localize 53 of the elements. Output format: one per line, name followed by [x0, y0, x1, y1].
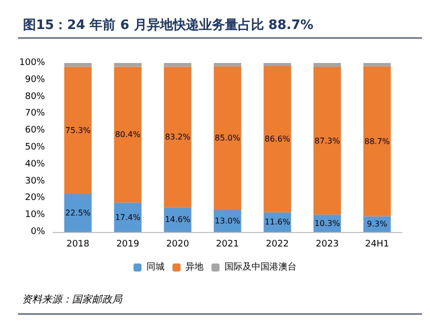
- data-label: 11.6%: [264, 218, 290, 227]
- y-tick-label: 50%: [24, 142, 46, 152]
- data-label: 14.6%: [164, 215, 191, 224]
- y-tick-label: 0%: [30, 227, 46, 237]
- bar: [64, 63, 92, 67]
- x-tick-label: 2019: [116, 240, 140, 250]
- y-tick-label: 80%: [24, 92, 46, 102]
- data-label: 22.5%: [65, 208, 92, 218]
- y-tick-label: 60%: [24, 126, 46, 136]
- bar: [64, 66, 92, 194]
- bar: [314, 63, 341, 68]
- y-tick-label: 30%: [24, 176, 46, 186]
- bar: [114, 202, 142, 232]
- data-label: 85.0%: [214, 134, 241, 143]
- data-label: 17.4%: [115, 212, 141, 222]
- data-label: 10.3%: [314, 218, 340, 228]
- bar: [314, 67, 341, 215]
- legend-label: 同城: [146, 262, 164, 272]
- data-label: 80.4%: [115, 130, 141, 140]
- bar: [64, 194, 92, 232]
- bar: [264, 66, 292, 212]
- bar: [363, 63, 391, 66]
- bar: [114, 63, 142, 67]
- data-label: 88.7%: [364, 136, 390, 146]
- x-tick-label: 2023: [316, 240, 339, 250]
- y-tick-label: 90%: [24, 74, 46, 85]
- bar: [214, 66, 242, 210]
- bar: [214, 63, 242, 66]
- data-label: 87.3%: [314, 136, 340, 146]
- x-tick-label: 2018: [66, 240, 90, 250]
- x-tick-label: 24H1: [365, 240, 390, 250]
- text: 资料来源：国家邮政局: [22, 294, 123, 306]
- y-tick-label: 70%: [24, 108, 46, 119]
- legend-label: 异地: [186, 262, 204, 272]
- bar: [363, 66, 391, 216]
- data-label: 9.3%: [366, 220, 388, 229]
- data-label: 75.3%: [65, 126, 92, 135]
- legend-label: 国际及中国港澳台: [224, 262, 296, 272]
- x-tick-label: 2022: [266, 240, 289, 250]
- y-tick-label: 20%: [24, 193, 46, 204]
- bar: [164, 63, 192, 67]
- data-label: 13.0%: [214, 216, 241, 226]
- x-tick-label: 2021: [216, 240, 239, 250]
- bar: [164, 66, 192, 208]
- y-tick-label: 100%: [19, 58, 46, 68]
- chart-title: 图15：24 年前 6 月异地快递业务量占比 88.7%: [23, 17, 314, 33]
- y-tick-label: 10%: [24, 210, 46, 220]
- bar: [264, 63, 292, 66]
- x-tick-label: 2020: [166, 240, 190, 250]
- data-label: 86.6%: [264, 134, 290, 144]
- y-tick-label: 40%: [24, 159, 46, 170]
- data-label: 83.2%: [164, 132, 191, 142]
- bar: [114, 66, 142, 203]
